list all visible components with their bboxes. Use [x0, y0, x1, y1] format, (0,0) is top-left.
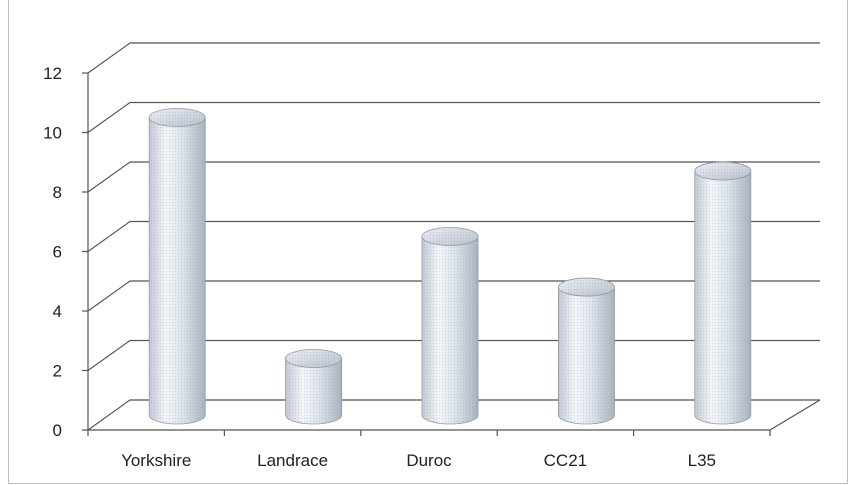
x-tick-label: CC21 — [544, 451, 587, 470]
gridline — [87, 161, 820, 193]
y-tick-label: 8 — [53, 183, 62, 202]
y-tick-label: 2 — [53, 362, 62, 381]
x-tick-label: Yorkshire — [121, 451, 191, 470]
bar-l35 — [694, 161, 752, 425]
y-tick-label: 4 — [53, 302, 62, 321]
y-tick-label: 6 — [53, 243, 62, 262]
x-tick-label: L35 — [688, 451, 716, 470]
y-tick-label: 0 — [53, 421, 62, 440]
bar-cc21 — [558, 277, 615, 425]
bars — [148, 108, 752, 425]
x-tick-labels: Yorkshire Landrace Duroc CC21 L35 — [121, 451, 716, 470]
gridlines — [87, 42, 820, 431]
y-tick-label: 10 — [43, 124, 62, 143]
x-tick-label: Landrace — [257, 451, 328, 470]
bar-yorkshire — [148, 108, 206, 425]
gridline — [87, 220, 820, 252]
bar-duroc — [421, 227, 479, 425]
axes — [82, 72, 821, 436]
gridline — [87, 101, 820, 133]
gridline — [87, 42, 820, 74]
x-tick-label: Duroc — [406, 451, 452, 470]
y-tick-label: 12 — [43, 64, 62, 83]
bar-landrace — [285, 349, 343, 425]
y-tick-labels: 0 2 4 6 8 10 12 — [43, 64, 62, 440]
